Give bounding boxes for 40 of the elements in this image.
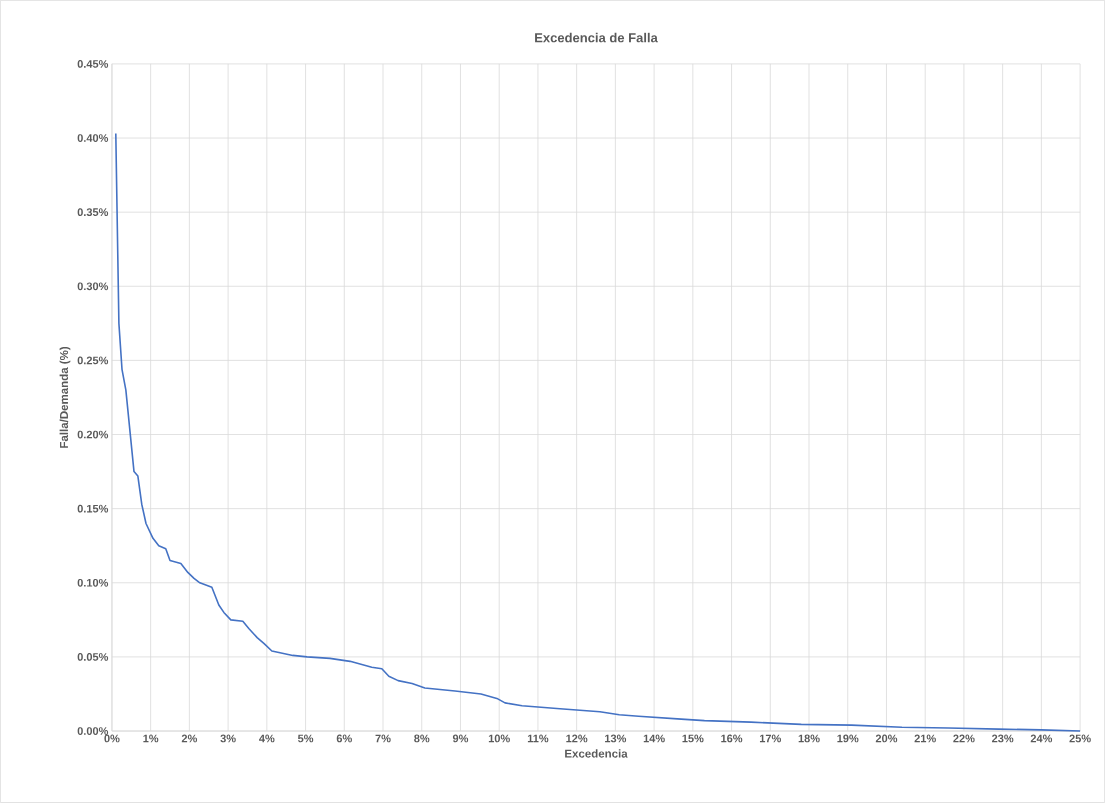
y-tick-label: 0.10% xyxy=(77,578,109,587)
chart-title: Excedencia de Falla xyxy=(535,32,658,43)
x-tick-label: 4% xyxy=(259,734,275,743)
y-tick-label: 0.20% xyxy=(77,430,109,439)
line-series xyxy=(115,132,1081,732)
x-tick-label: 23% xyxy=(992,734,1014,743)
y-tick-label: 0.05% xyxy=(77,653,109,661)
x-tick-label: 7% xyxy=(375,734,391,743)
x-tick-label: 3% xyxy=(220,734,236,743)
x-tick-label: 9% xyxy=(452,734,469,743)
x-tick-label: 16% xyxy=(721,734,743,743)
x-tick-label: 25% xyxy=(1069,734,1091,743)
x-tick-label: 19% xyxy=(837,734,859,743)
x-tick-label: 17% xyxy=(759,734,781,743)
x-tick-label: 21% xyxy=(914,734,936,743)
x-tick-label: 5% xyxy=(297,734,314,743)
y-axis-title: Falla/Demanda (%) xyxy=(59,346,71,448)
y-tick-label: 0.40% xyxy=(77,134,109,142)
x-tick-label: 0% xyxy=(104,734,120,743)
x-tick-label: 8% xyxy=(414,734,430,743)
x-tick-label: 1% xyxy=(143,734,159,743)
y-tick-label: 0.00% xyxy=(77,727,109,735)
x-tick-label: 10% xyxy=(488,734,510,743)
x-tick-label: 6% xyxy=(336,734,352,743)
x-tick-label: 15% xyxy=(682,734,704,743)
x-tick-label: 12% xyxy=(566,734,588,743)
y-tick-label: 0.25% xyxy=(77,356,109,365)
x-tick-label: 24% xyxy=(1030,734,1053,743)
x-tick-label: 22% xyxy=(953,734,975,743)
y-tick-label: 0.45% xyxy=(77,60,109,68)
x-tick-label: 18% xyxy=(798,734,820,743)
y-tick-label: 0.30% xyxy=(77,282,109,291)
x-tick-label: 14% xyxy=(643,734,665,743)
y-tick-label: 0.15% xyxy=(77,504,109,513)
x-axis-title: Excedencia xyxy=(565,749,628,758)
x-tick-label: 13% xyxy=(605,734,627,743)
y-tick-label: 0.35% xyxy=(77,208,109,217)
x-tick-label: 20% xyxy=(875,734,898,743)
x-tick-label: 11% xyxy=(527,734,549,743)
x-tick-label: 2% xyxy=(181,734,198,743)
